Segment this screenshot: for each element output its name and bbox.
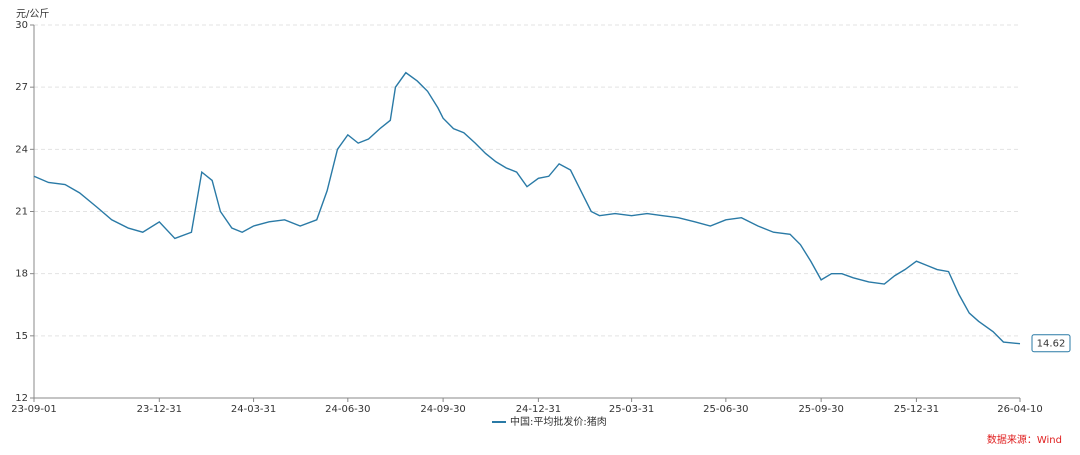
x-tick-label: 25-12-31 [894,404,939,415]
x-tick-label: 24-03-31 [231,404,276,415]
series-line [33,71,1021,345]
x-tick-label: 23-12-31 [137,404,182,415]
y-tick-label: 21 [15,207,28,218]
value-label-box [1031,334,1071,353]
y-tick-label: 24 [15,144,28,155]
y-axis-label: 元/公斤 [16,8,49,20]
y-tick-label: 18 [15,269,28,280]
value-label: 14.62 [1037,339,1066,350]
x-tick-label: 25-09-30 [798,404,843,415]
x-tick-label: 26-04-10 [997,404,1042,415]
x-tick-label: 24-06-30 [325,404,370,415]
x-tick-label: 25-03-31 [609,404,654,415]
y-tick-label: 15 [15,331,28,342]
x-tick-label: 25-06-30 [703,404,748,415]
legend-label: 中国:平均批发价:猪肉 [510,415,607,428]
x-tick-label: 24-12-31 [516,404,561,415]
x-tick-label: 24-09-30 [420,404,465,415]
y-tick-label: 30 [15,20,28,31]
source-note: 数据来源：Wind [987,433,1062,446]
y-tick-label: 12 [15,393,28,404]
y-tick-label: 27 [15,82,28,93]
x-tick-label: 23-09-01 [11,404,56,415]
